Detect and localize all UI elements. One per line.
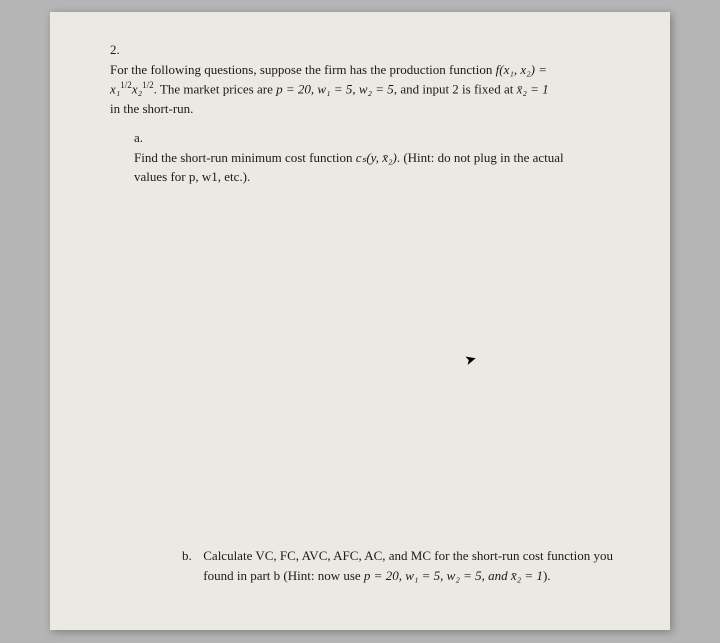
- sub-question-b: b. Calculate VC, FC, AVC, AFC, AC, and M…: [182, 546, 637, 585]
- mouse-cursor-icon: ➤: [463, 351, 479, 370]
- sub-a-text: Find the short-run minimum cost function…: [134, 148, 564, 187]
- exponent-1: 1/2: [120, 80, 132, 90]
- sub-b-text: Calculate VC, FC, AVC, AFC, AC, and MC f…: [203, 546, 633, 585]
- shortrun-text: in the short-run.: [110, 101, 193, 116]
- price-values: p = 20, w₁ = 5, w₂ = 5: [276, 81, 394, 96]
- question-number: 2.: [110, 40, 132, 60]
- exponent-2: 1/2: [142, 80, 154, 90]
- question-main-text: For the following questions, suppose the…: [110, 60, 585, 187]
- question-2: 2. For the following questions, suppose …: [110, 40, 610, 187]
- sub-question-a: a. Find the short-run minimum cost funct…: [134, 128, 585, 187]
- sub-a-text1: Find the short-run minimum cost function: [134, 150, 356, 165]
- sub-a-label: a.: [134, 128, 152, 148]
- prices-intro: . The market prices are: [154, 81, 276, 96]
- x2-var: x₂: [132, 81, 142, 96]
- x2bar-value: x̄₂ = 1: [517, 81, 549, 96]
- cost-function: cₛ(y, x̄₂): [356, 150, 397, 165]
- sub-b-label: b.: [182, 546, 200, 566]
- sub-b-values: p = 20, w₁ = 5, w₂ = 5, and x̄₂ = 1: [364, 568, 543, 583]
- intro-text-1: For the following questions, suppose the…: [110, 62, 496, 77]
- function-notation: f(x₁, x₂) =: [496, 62, 547, 77]
- fixed-intro: , and input 2 is fixed at: [394, 81, 517, 96]
- sub-b-text2: ).: [543, 568, 551, 583]
- document-page: 2. For the following questions, suppose …: [50, 12, 670, 630]
- x1-var: x₁: [110, 81, 120, 96]
